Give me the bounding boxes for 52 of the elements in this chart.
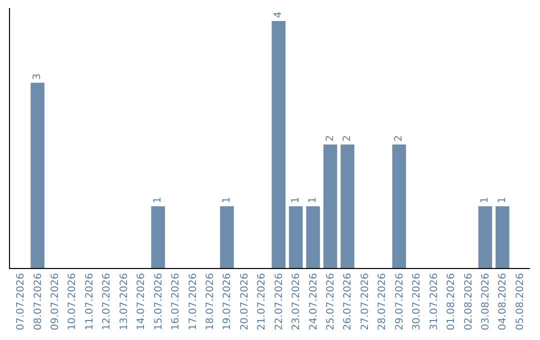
x-tick-label: 23.07.2026 [291,273,302,330]
x-tick-label: 30.07.2026 [412,273,423,330]
data-label: 2 [394,135,405,142]
x-tick-label: 10.07.2026 [67,273,78,330]
x-tick-label: 17.07.2026 [188,273,199,330]
x-tick-label: 07.07.2026 [16,273,27,330]
x-tick-label: 13.07.2026 [118,273,130,330]
x-tick-label: 11.07.2026 [84,273,96,330]
bar [323,144,338,268]
x-tick-label: 28.07.2026 [377,273,388,330]
bar [30,82,44,268]
x-tick-label: 02.08.2026 [463,273,474,330]
x-tick-label: 31.07.2026 [428,273,440,330]
data-label: 1 [496,196,508,204]
x-tick-label: 20.07.2026 [239,273,250,330]
bar [392,144,406,268]
x-tick-label: 01.08.2026 [446,273,458,330]
x-tick-label: 09.07.2026 [50,273,62,330]
bar [288,206,303,268]
x-tick-label: 29.07.2026 [394,273,406,330]
data-label: 1 [290,196,302,204]
data-label: 2 [324,135,336,142]
data-label: 1 [308,196,319,204]
data-label: 1 [480,196,491,204]
x-tick-label: 25.07.2026 [326,273,337,330]
data-label: 1 [221,196,232,204]
x-tick-label: 24.07.2026 [308,273,320,330]
x-tick-label: 04.08.2026 [498,273,509,330]
x-tick-label: 19.07.2026 [222,273,234,330]
x-tick-label: 12.07.2026 [102,273,113,330]
bar [220,206,234,268]
bar [306,206,320,268]
bar [478,206,492,268]
bar [151,206,165,268]
bar [272,21,286,268]
x-tick-label: 27.07.2026 [360,273,371,330]
x-tick-label: 26.07.2026 [342,273,354,330]
data-label: 2 [342,135,353,142]
x-tick-label: 05.08.2026 [514,273,526,330]
data-label: 3 [32,73,44,80]
x-tick-label: 14.07.2026 [136,273,148,330]
x-tick-label: 16.07.2026 [170,273,182,330]
x-tick-label: 21.07.2026 [256,273,268,330]
x-tick-label: 08.07.2026 [32,273,44,330]
x-tick-label: 22.07.2026 [274,273,285,330]
data-label: 4 [273,12,284,18]
bar [496,206,510,268]
data-label: 1 [152,196,164,204]
x-tick-label: 15.07.2026 [153,273,164,330]
x-tick-label: 18.07.2026 [204,273,216,330]
bar [340,144,354,268]
x-tick-label: 03.08.2026 [480,273,492,330]
